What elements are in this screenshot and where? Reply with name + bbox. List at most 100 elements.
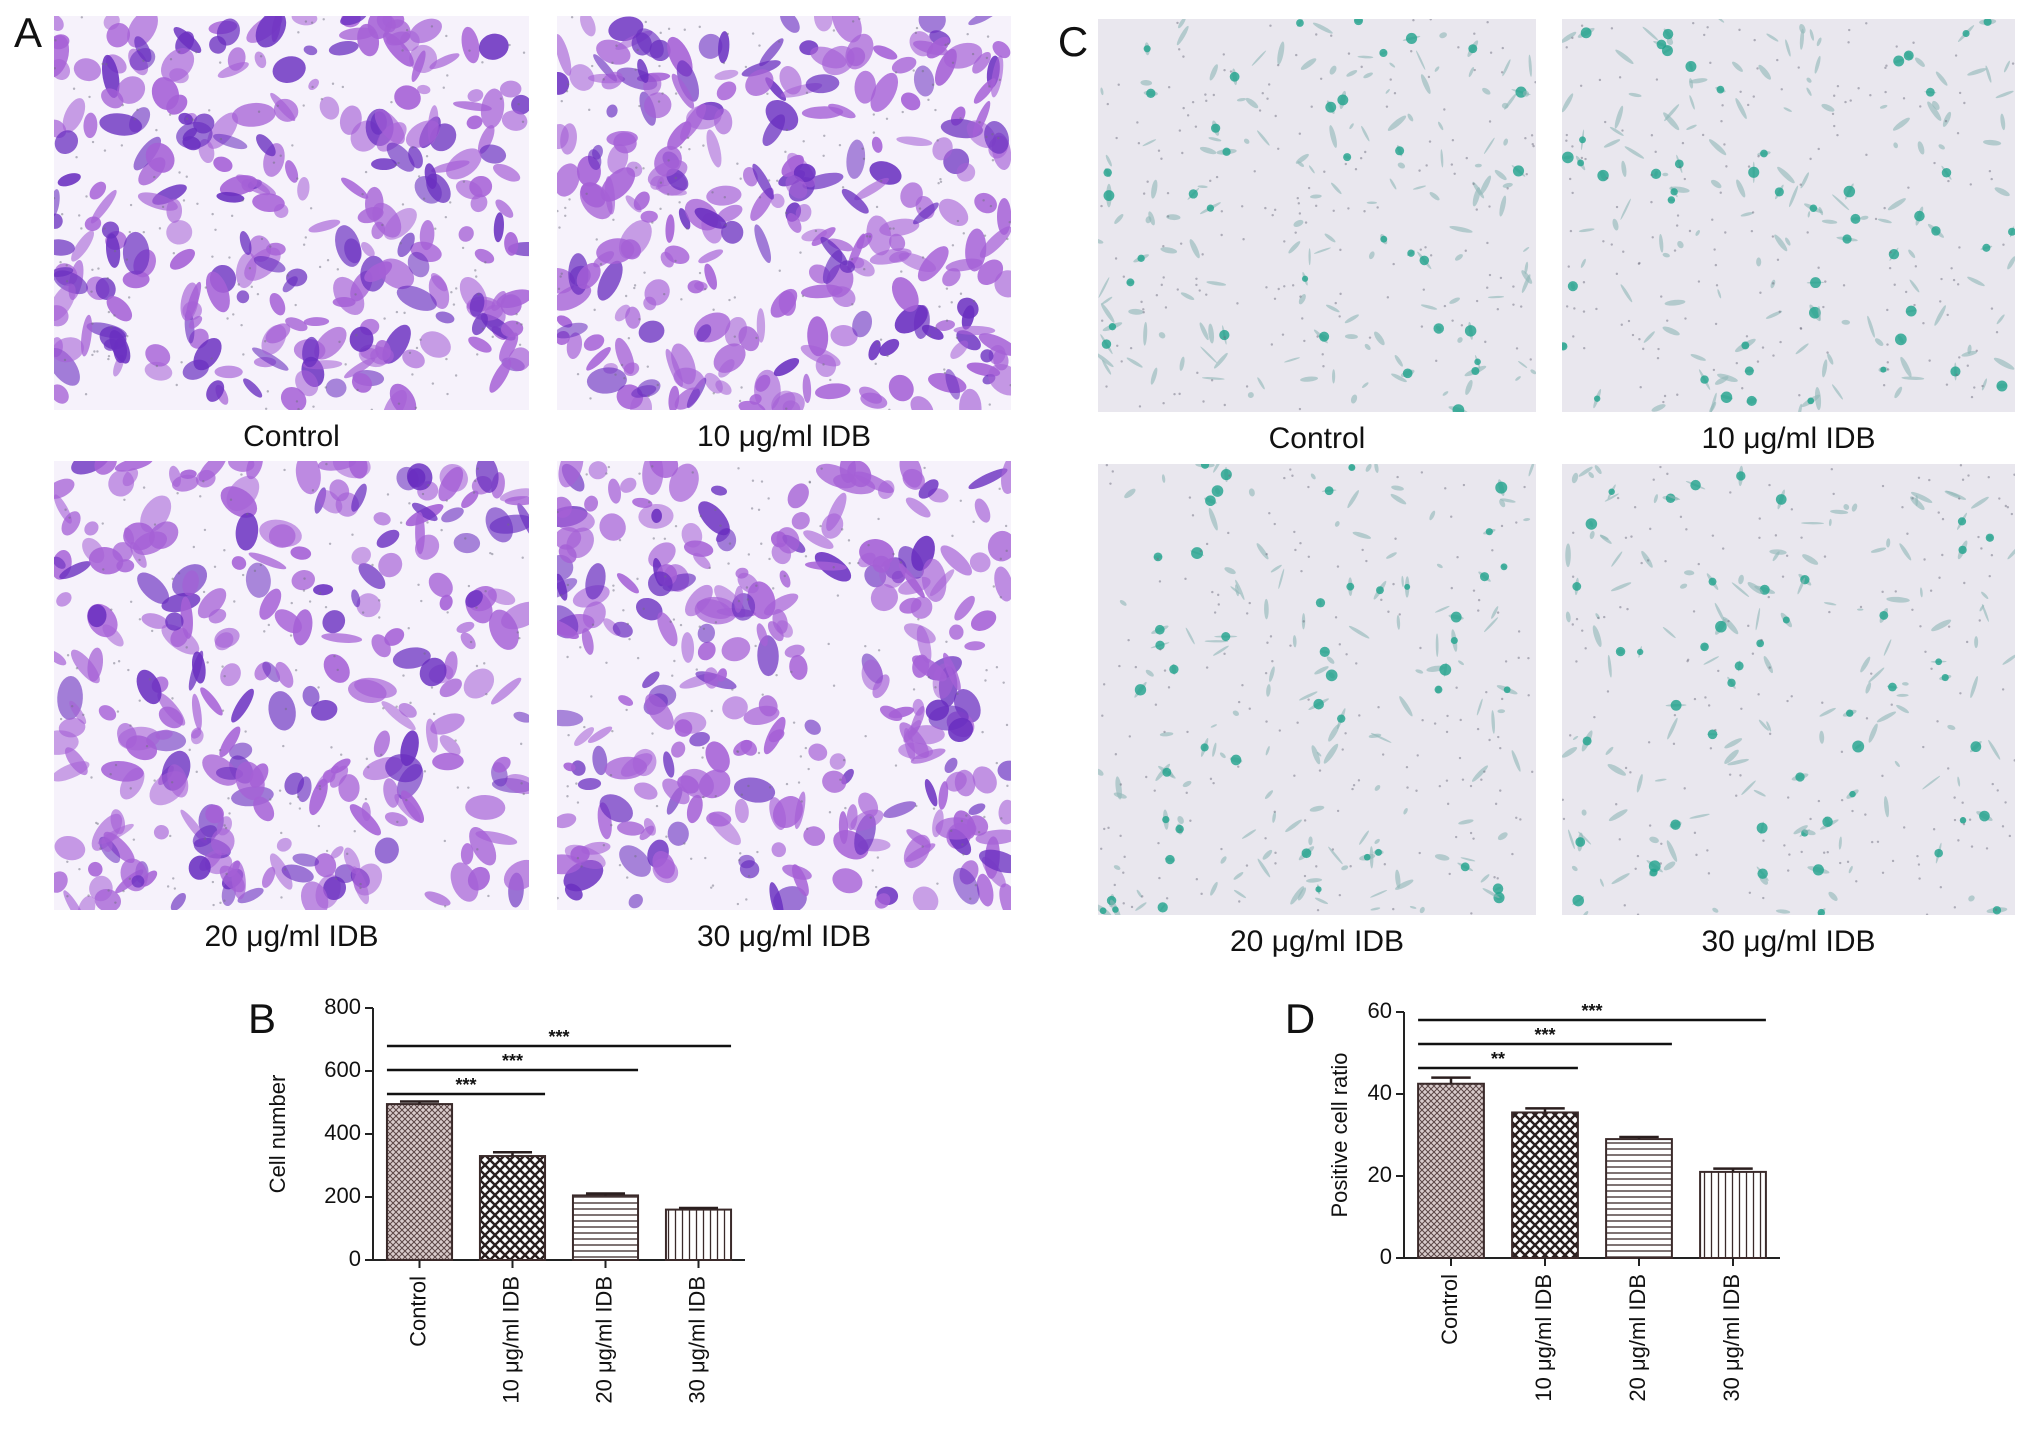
pore <box>945 287 949 290</box>
pore <box>1188 496 1192 499</box>
cell <box>1124 488 1136 499</box>
pore <box>733 296 737 299</box>
cell <box>891 277 919 312</box>
cell <box>1243 138 1250 144</box>
pore <box>522 792 525 796</box>
x-tick-label: Control <box>405 1276 430 1347</box>
pore <box>871 869 874 872</box>
pore <box>1946 313 1949 317</box>
pore <box>199 495 202 498</box>
cell <box>935 320 956 331</box>
cell <box>1524 261 1529 275</box>
pore <box>95 821 98 825</box>
cell <box>972 766 997 794</box>
pore <box>699 514 703 518</box>
pore <box>1624 536 1628 539</box>
stained-cell <box>1667 196 1676 204</box>
cell <box>1401 575 1404 588</box>
x-tick-label: Control <box>1437 1274 1462 1345</box>
cell <box>1001 461 1011 494</box>
pore <box>1248 707 1251 710</box>
cell <box>912 886 939 910</box>
pore <box>2006 505 2010 509</box>
pore <box>698 271 702 275</box>
pore <box>1176 288 1179 291</box>
pore <box>557 287 561 291</box>
pore <box>1788 853 1791 856</box>
pore <box>738 399 742 403</box>
pore <box>1488 205 1491 208</box>
cell <box>303 317 330 327</box>
stained-cell <box>1143 45 1151 53</box>
pore <box>661 92 664 95</box>
pore <box>208 109 211 112</box>
image-caption: 10 μg/ml IDB <box>697 420 871 453</box>
stained-cell <box>1650 168 1662 180</box>
pore <box>704 856 707 860</box>
pore <box>960 819 964 823</box>
stained-cell <box>1746 395 1757 406</box>
cell <box>166 220 193 245</box>
pore <box>943 368 946 371</box>
cell <box>1179 356 1185 371</box>
cell <box>738 854 755 869</box>
pore <box>1511 852 1514 856</box>
pore <box>452 303 456 306</box>
pore <box>777 40 781 43</box>
stained-cell <box>1419 255 1430 266</box>
pore <box>714 621 718 624</box>
cell <box>975 829 1011 845</box>
pore <box>701 756 704 759</box>
cell <box>891 56 917 74</box>
cell <box>385 754 423 783</box>
cell <box>269 292 286 316</box>
cell <box>229 742 253 760</box>
cell <box>348 679 387 704</box>
stained-cell <box>1319 331 1330 342</box>
pore <box>615 44 618 47</box>
cell <box>1212 742 1217 757</box>
pore <box>280 831 283 835</box>
cell <box>1763 656 1773 674</box>
cell <box>1562 746 1578 758</box>
cell <box>1666 840 1678 862</box>
pore <box>1493 876 1496 879</box>
pore <box>66 860 69 863</box>
pore <box>1241 684 1244 687</box>
pore <box>634 855 637 858</box>
pore <box>1470 912 1473 915</box>
pore <box>874 362 877 366</box>
cell <box>429 53 460 70</box>
cell <box>1150 367 1158 385</box>
stained-cell <box>1221 632 1231 642</box>
pore <box>223 674 226 678</box>
pore <box>1817 799 1821 803</box>
pore <box>1412 19 1415 22</box>
stained-cell <box>1807 397 1815 405</box>
stained-cell <box>1593 395 1601 402</box>
image-caption: 30 μg/ml IDB <box>697 920 871 953</box>
pore <box>1142 311 1145 314</box>
pore <box>1499 789 1502 792</box>
pore <box>280 896 283 899</box>
cell <box>664 245 690 264</box>
cell <box>475 830 518 845</box>
cell <box>1893 142 1899 149</box>
pore <box>667 27 671 31</box>
cell <box>417 84 431 95</box>
bar <box>1417 1082 1485 1259</box>
pore <box>75 666 79 670</box>
cell <box>54 34 70 50</box>
stained-cell <box>1817 908 1826 915</box>
pore <box>172 877 175 880</box>
pore <box>1800 850 1803 854</box>
pore <box>1472 589 1476 592</box>
cell <box>1979 604 1985 612</box>
cell <box>1860 656 1871 673</box>
pore <box>1626 607 1629 611</box>
pore <box>1857 87 1860 90</box>
cell <box>1580 258 1586 268</box>
pore <box>339 753 343 756</box>
cell <box>1565 611 1571 623</box>
pore <box>992 585 996 588</box>
